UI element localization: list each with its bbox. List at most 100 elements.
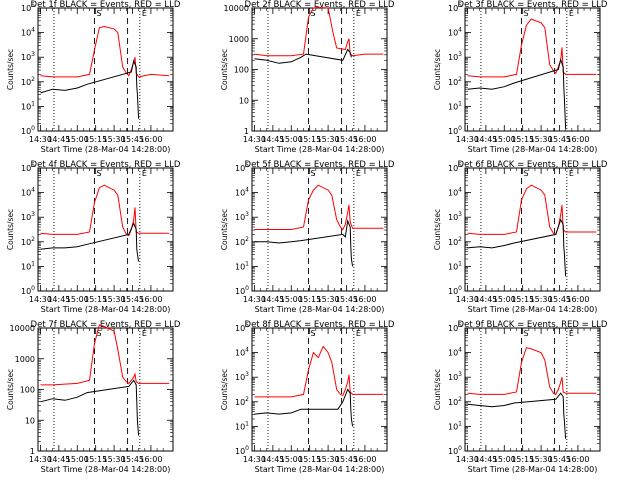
- marker-label: S: [523, 329, 528, 338]
- marker-label: E: [142, 9, 147, 18]
- x-tick-label: 14:45: [261, 295, 284, 304]
- y-axis-label: Counts/sec: [220, 369, 229, 410]
- panel-title: Det 5f BLACK = Events, RED = LLD: [245, 160, 395, 170]
- x-tick-label: 15:30: [530, 295, 553, 304]
- x-axis-label: Start Time (28-Mar-04 14:28:00): [255, 305, 385, 314]
- x-tick-label: 15:45: [121, 135, 144, 144]
- x-tick-label: 16:00: [139, 135, 162, 144]
- x-axis-label: Start Time (28-Mar-04 14:28:00): [468, 145, 598, 154]
- x-axis-label: Start Time (28-Mar-04 14:28:00): [468, 465, 598, 474]
- marker-label: S: [310, 329, 315, 338]
- y-tick-label: 100: [21, 285, 35, 296]
- marker-label: E: [142, 329, 147, 338]
- y-tick-label: 105: [448, 162, 462, 173]
- x-tick-label: 16:00: [139, 455, 162, 464]
- x-tick-label: 15:15: [84, 135, 107, 144]
- x-tick-label: 15:30: [317, 135, 340, 144]
- panel-9: Det 9f BLACK = Events, RED = LLD 100 101 10…: [433, 320, 608, 474]
- x-tick-label: 15:30: [530, 135, 553, 144]
- y-tick-label: 103: [21, 211, 35, 222]
- events-series-line: [467, 392, 567, 439]
- events-series-line: [467, 218, 567, 277]
- x-axis-label: Start Time (28-Mar-04 14:28:00): [255, 145, 385, 154]
- y-tick-label: 10000: [224, 4, 249, 13]
- events-series-line: [40, 59, 140, 119]
- y-tick-label: 102: [21, 236, 35, 247]
- y-tick-label: 104: [21, 187, 35, 198]
- panel-2: Det 2f BLACK = Events, RED = LLD 1 10 100 10…: [220, 0, 395, 154]
- lld-series-line: [467, 184, 597, 236]
- y-tick-label: 1000: [15, 355, 35, 364]
- y-tick-label: 101: [448, 100, 462, 111]
- x-tick-label: 15:00: [280, 455, 303, 464]
- x-tick-label: 16:00: [353, 295, 376, 304]
- plot-frame: [464, 327, 601, 452]
- x-tick-label: 15:15: [511, 135, 534, 144]
- x-axis-label: Start Time (28-Mar-04 14:28:00): [41, 145, 171, 154]
- marker-label: S: [310, 169, 315, 178]
- events-series-line: [254, 388, 354, 427]
- panel-title: Det 3f BLACK = Events, RED = LLD: [458, 0, 608, 10]
- y-tick-label: 105: [235, 322, 249, 333]
- x-tick-label: 16:00: [566, 135, 589, 144]
- x-tick-label: 14:30: [456, 455, 479, 464]
- x-tick-label: 14:30: [29, 295, 52, 304]
- x-tick-label: 15:00: [493, 455, 516, 464]
- y-tick-label: 105: [21, 2, 35, 13]
- y-tick-label: 10: [239, 96, 249, 105]
- x-axis-label: Start Time (28-Mar-04 14:28:00): [468, 305, 598, 314]
- x-axis-label: Start Time (28-Mar-04 14:28:00): [41, 305, 171, 314]
- y-tick-label: 103: [448, 211, 462, 222]
- x-tick-label: 15:30: [103, 295, 126, 304]
- plot-frame: [37, 7, 174, 132]
- x-tick-label: 16:00: [566, 455, 589, 464]
- marker-label: S: [523, 9, 528, 18]
- x-tick-label: 16:00: [566, 295, 589, 304]
- y-tick-label: 10000: [10, 324, 35, 333]
- x-tick-label: 15:30: [103, 135, 126, 144]
- y-tick-label: 104: [448, 347, 462, 358]
- y-tick-label: 104: [235, 347, 249, 358]
- panel-8: Det 8f BLACK = Events, RED = LLD 100 101 10…: [220, 320, 395, 474]
- x-tick-label: 15:30: [317, 455, 340, 464]
- x-tick-label: 14:45: [261, 455, 284, 464]
- y-tick-label: 100: [234, 66, 249, 75]
- plot-frame: [251, 167, 388, 292]
- y-tick-label: 100: [235, 445, 249, 456]
- y-tick-label: 104: [235, 187, 249, 198]
- y-tick-label: 103: [235, 211, 249, 222]
- x-tick-label: 15:00: [493, 135, 516, 144]
- y-tick-label: 105: [21, 162, 35, 173]
- plot-frame: [464, 167, 601, 292]
- x-tick-label: 15:45: [121, 455, 144, 464]
- y-tick-label: 10: [25, 416, 35, 425]
- y-tick-label: 100: [448, 125, 462, 136]
- y-tick-label: 103: [21, 51, 35, 62]
- y-axis-label: Counts/sec: [6, 209, 15, 250]
- x-tick-label: 15:00: [66, 295, 89, 304]
- events-series-line: [40, 222, 140, 262]
- y-tick-label: 1000: [229, 35, 249, 44]
- lld-series-line: [40, 25, 170, 78]
- x-tick-label: 15:30: [317, 295, 340, 304]
- marker-label: S: [310, 9, 315, 18]
- x-tick-label: 15:15: [84, 455, 107, 464]
- x-tick-label: 15:30: [530, 455, 553, 464]
- x-tick-label: 15:15: [84, 295, 107, 304]
- x-tick-label: 16:00: [139, 295, 162, 304]
- y-tick-label: 1: [30, 447, 35, 456]
- marker-label: E: [569, 329, 574, 338]
- marker-label: E: [356, 329, 361, 338]
- lld-series-line: [254, 6, 384, 57]
- panel-6: Det 6f BLACK = Events, RED = LLD 100 101 10…: [433, 160, 608, 314]
- y-tick-label: 103: [235, 371, 249, 382]
- lld-series-line: [254, 184, 384, 231]
- events-series-line: [254, 48, 352, 64]
- plot-frame: [37, 167, 174, 292]
- events-series-line: [467, 57, 567, 129]
- panel-title: Det 7f BLACK = Events, RED = LLD: [31, 320, 181, 330]
- marker-label: S: [96, 329, 101, 338]
- x-axis-label: Start Time (28-Mar-04 14:28:00): [255, 465, 385, 474]
- x-tick-label: 15:00: [66, 135, 89, 144]
- y-tick-label: 103: [448, 51, 462, 62]
